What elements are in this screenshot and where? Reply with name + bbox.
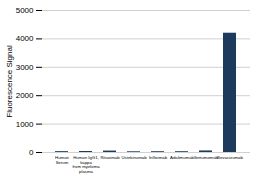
svg-text:Ustekinumab: Ustekinumab — [121, 155, 147, 160]
svg-text:Ibritumomab: Ibritumomab — [194, 155, 218, 160]
svg-text:Bevacizumab: Bevacizumab — [217, 155, 243, 160]
svg-text:HumanSerum: HumanSerum — [55, 155, 69, 165]
svg-text:1000: 1000 — [16, 120, 34, 129]
svg-text:Infliximab: Infliximab — [149, 155, 168, 160]
svg-text:3000: 3000 — [16, 63, 34, 72]
svg-text:Human IgG1,kappafrom myelomapl: Human IgG1,kappafrom myelomaplasma — [72, 155, 100, 174]
svg-text:5000: 5000 — [16, 6, 34, 15]
svg-text:2000: 2000 — [16, 91, 34, 100]
svg-text:0: 0 — [29, 148, 34, 157]
svg-text:Fluorescence Signal: Fluorescence Signal — [5, 45, 14, 118]
svg-text:Adalimumab: Adalimumab — [170, 155, 194, 160]
svg-text:4000: 4000 — [16, 34, 34, 43]
svg-text:Rituximab: Rituximab — [100, 155, 120, 160]
